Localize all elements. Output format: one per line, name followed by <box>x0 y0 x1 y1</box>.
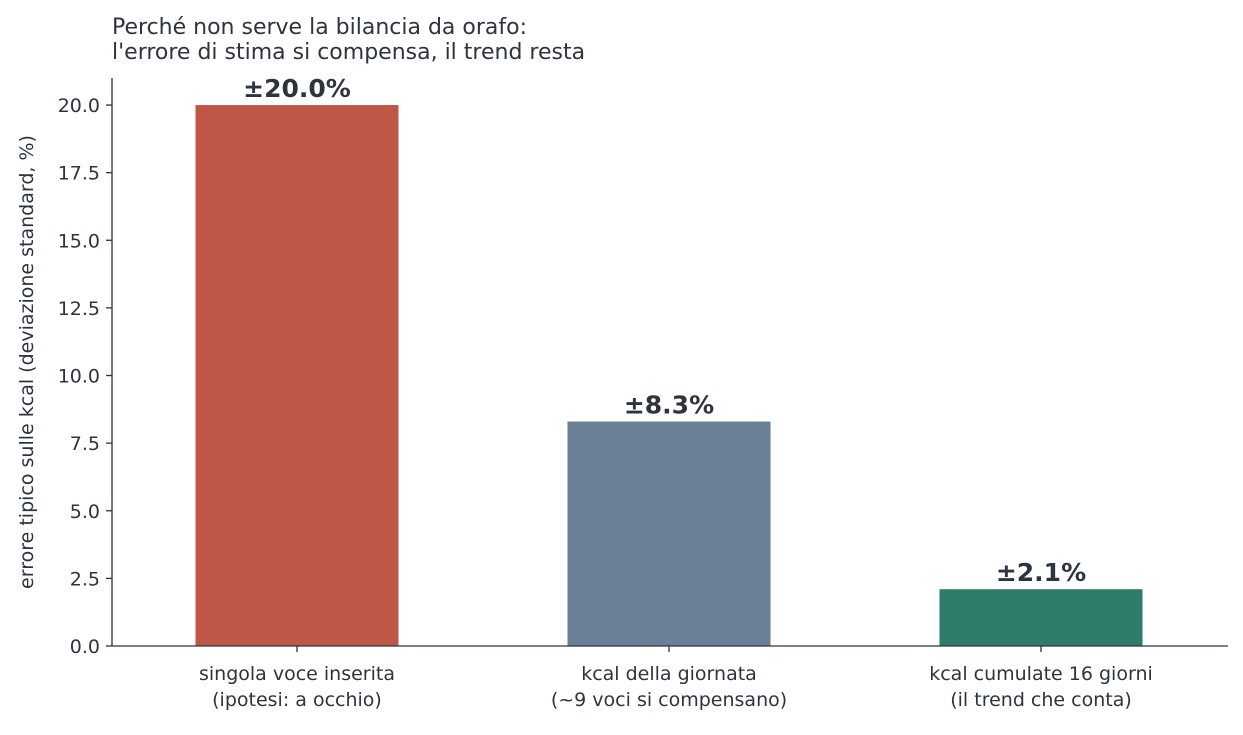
y-tick-label: 5.0 <box>70 501 100 523</box>
y-tick-label: 2.5 <box>70 568 100 590</box>
y-tick-label: 0.0 <box>70 636 100 658</box>
chart-title-line: Perché non serve la bilancia da orafo: <box>112 15 527 40</box>
x-tick-label: (ipotesi: a occhio) <box>212 689 382 711</box>
x-tick-label: kcal cumulate 16 giorni <box>929 663 1153 685</box>
x-tick-label: kcal della giornata <box>581 663 757 685</box>
y-tick-label: 15.0 <box>58 230 100 252</box>
x-tick-label: (il trend che conta) <box>950 689 1132 711</box>
bar-value-label: ±2.1% <box>996 558 1086 587</box>
bar <box>195 105 399 647</box>
bars <box>195 105 1143 647</box>
y-axis-label-group: errore tipico sulle kcal (deviazione sta… <box>16 135 38 589</box>
y-tick-label: 7.5 <box>70 433 100 455</box>
x-axis: singola voce inserita (ipotesi: a occhio)… <box>112 645 1228 711</box>
y-tick-label: 10.0 <box>58 366 100 388</box>
y-axis: 0.0 2.5 5.0 7.5 10.0 12.5 15.0 17.5 20.0 <box>58 78 113 658</box>
bar-value-label: ±20.0% <box>243 74 351 103</box>
bar-value-label: ±8.3% <box>624 391 714 420</box>
bar <box>939 589 1143 646</box>
y-tick-label: 12.5 <box>58 298 100 320</box>
y-axis-label: errore tipico sulle kcal (deviazione sta… <box>16 135 38 589</box>
x-tick-label: (~9 voci si compensano) <box>551 689 787 711</box>
bar <box>567 421 771 646</box>
y-tick-label: 17.5 <box>58 163 100 185</box>
x-tick-label: singola voce inserita <box>199 663 395 685</box>
data-labels: ±20.0% ±8.3% ±2.1% <box>243 74 1086 587</box>
chart-title-line: l'errore di stima si compensa, il trend … <box>112 40 585 65</box>
y-tick-label: 20.0 <box>58 95 100 117</box>
chart-title: Perché non serve la bilancia da orafo:l'… <box>112 15 585 65</box>
